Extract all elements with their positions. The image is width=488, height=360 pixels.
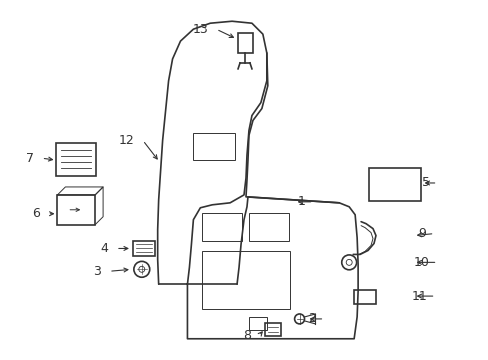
Bar bbox=[202, 251, 289, 309]
Bar bbox=[133, 240, 154, 256]
Bar bbox=[56, 143, 96, 176]
Text: 4: 4 bbox=[100, 242, 108, 255]
Bar bbox=[193, 133, 235, 160]
Bar bbox=[353, 290, 375, 304]
Bar bbox=[248, 317, 266, 330]
Bar bbox=[248, 213, 288, 240]
Text: 9: 9 bbox=[418, 227, 426, 240]
Text: 12: 12 bbox=[119, 134, 135, 147]
Text: 10: 10 bbox=[413, 256, 428, 269]
Text: 11: 11 bbox=[411, 289, 427, 303]
Bar bbox=[202, 213, 242, 240]
Bar bbox=[238, 33, 252, 53]
Text: 2: 2 bbox=[308, 312, 316, 325]
Text: 7: 7 bbox=[25, 152, 34, 165]
Text: 1: 1 bbox=[297, 195, 305, 208]
Text: 6: 6 bbox=[32, 207, 40, 220]
Text: 13: 13 bbox=[192, 23, 208, 36]
Bar bbox=[57, 195, 95, 225]
Bar bbox=[368, 168, 420, 201]
Text: 8: 8 bbox=[243, 329, 250, 342]
Bar bbox=[264, 323, 280, 336]
Text: 3: 3 bbox=[93, 265, 101, 278]
Text: 5: 5 bbox=[421, 176, 428, 189]
